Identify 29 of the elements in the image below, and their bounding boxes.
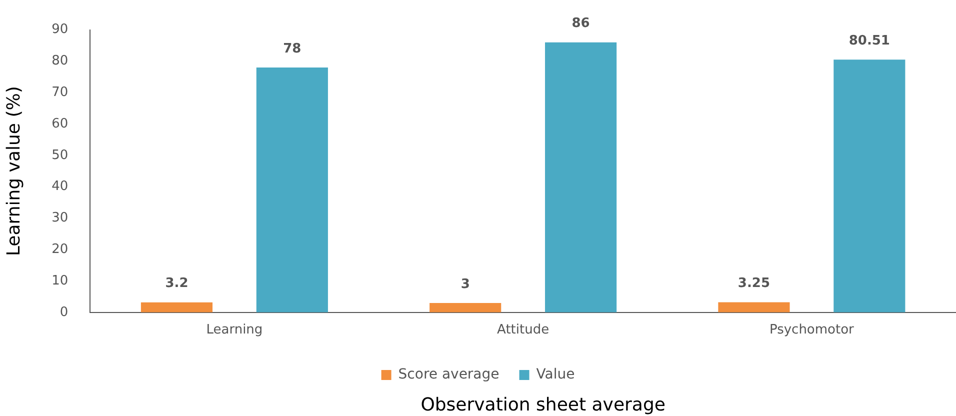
- y-tick-label: 40: [52, 179, 68, 194]
- legend-label: Score average: [398, 366, 500, 383]
- data-label: 3.25: [738, 276, 770, 292]
- bar: [545, 42, 617, 312]
- y-tick-label: 30: [52, 210, 68, 226]
- y-tick-label: 10: [52, 273, 68, 288]
- bar: [256, 67, 328, 312]
- y-tick-label: 0: [60, 304, 68, 320]
- y-tick-label: 70: [52, 84, 68, 100]
- y-tick-label: 50: [52, 148, 68, 163]
- data-label: 3.2: [165, 276, 188, 292]
- y-tick-label: 20: [52, 242, 68, 257]
- bar: [718, 302, 790, 312]
- legend-label: Value: [536, 366, 575, 383]
- data-label: 80.51: [848, 33, 890, 48]
- bar: [834, 60, 906, 312]
- x-axis-title: Observation sheet average: [420, 394, 666, 416]
- x-tick-label: Learning: [206, 322, 263, 338]
- data-label: 86: [572, 16, 590, 32]
- y-tick-label: 80: [52, 54, 68, 69]
- x-tick-label: Psychomotor: [769, 322, 855, 338]
- data-label: 78: [283, 41, 302, 56]
- bar: [140, 302, 213, 312]
- y-axis-title: Learning value (%): [3, 86, 24, 256]
- x-tick-label: Attitude: [497, 322, 550, 338]
- data-label: 3: [460, 276, 470, 292]
- y-tick-label: 60: [52, 116, 68, 132]
- y-tick-label: 90: [52, 22, 68, 38]
- bar: [430, 302, 502, 312]
